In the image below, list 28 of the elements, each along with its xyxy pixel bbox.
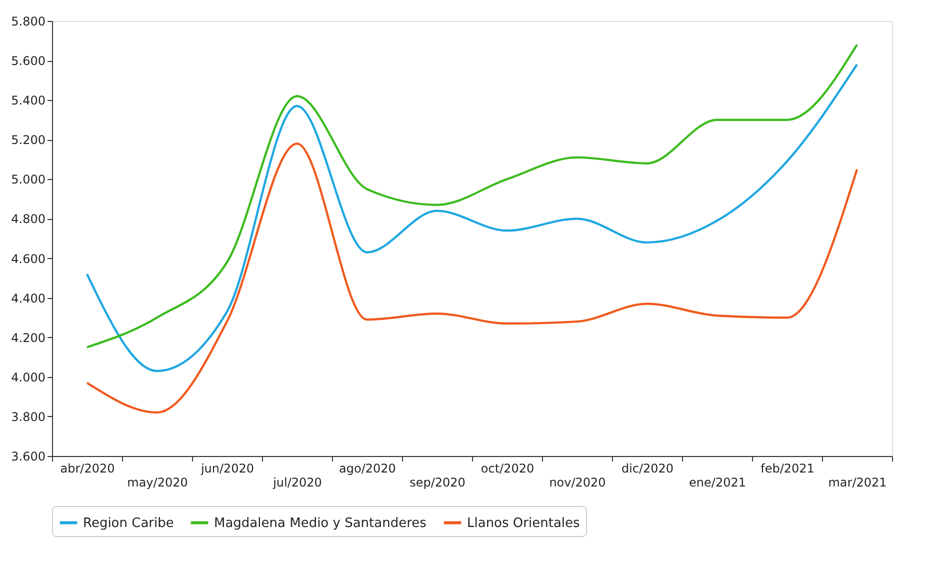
y-tick-label: 5.800	[11, 14, 46, 28]
y-tick-label: 3.600	[11, 450, 46, 464]
x-tick-label: mar/2021	[828, 476, 887, 490]
y-tick-label: 4.000	[11, 370, 46, 384]
y-tick-label: 5.200	[11, 133, 46, 148]
x-tick-label: abr/2020	[60, 462, 115, 476]
x-tick-label: ago/2020	[339, 462, 396, 476]
x-tick-label: feb/2021	[760, 462, 814, 476]
y-tick-label: 5.600	[11, 54, 46, 68]
line-series	[86, 142, 858, 414]
x-tick-label: oct/2020	[480, 462, 534, 476]
y-tick-label: 4.200	[11, 330, 46, 345]
legend-label: Llanos Orientales	[467, 516, 580, 531]
legend-label: Region Caribe	[83, 516, 174, 531]
y-tick-label: 3.800	[11, 410, 46, 424]
y-tick-label: 5.400	[11, 94, 46, 108]
y-tick-label: 5.000	[11, 172, 46, 187]
x-tick-label: dic/2020	[621, 462, 674, 476]
x-tick-label: ene/2021	[689, 476, 746, 490]
x-tick-label: jul/2020	[272, 476, 322, 490]
x-tick-label: jun/2020	[200, 462, 254, 476]
y-tick-label: 4.800	[11, 212, 46, 226]
x-tick-label: sep/2020	[410, 476, 466, 490]
y-tick-label: 4.600	[11, 252, 46, 266]
x-tick-label: may/2020	[127, 476, 188, 490]
legend-label: Magdalena Medio y Santanderes	[214, 516, 427, 531]
x-tick-label: nov/2020	[549, 476, 606, 490]
y-tick-label: 4.400	[11, 291, 46, 306]
